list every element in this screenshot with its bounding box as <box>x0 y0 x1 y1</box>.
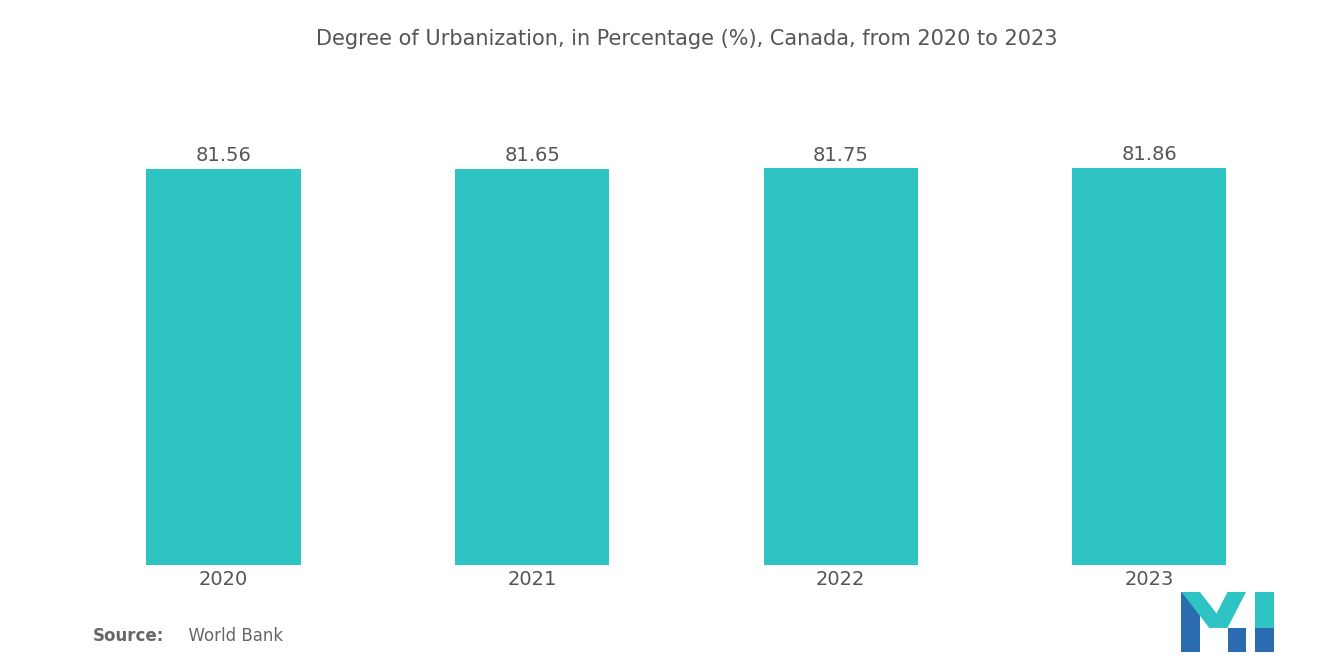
Text: 81.65: 81.65 <box>504 146 560 165</box>
Title: Degree of Urbanization, in Percentage (%), Canada, from 2020 to 2023: Degree of Urbanization, in Percentage (%… <box>315 29 1057 49</box>
Text: 81.75: 81.75 <box>813 146 869 164</box>
Bar <box>1072 168 1226 565</box>
Polygon shape <box>1255 592 1274 628</box>
Polygon shape <box>1181 592 1200 652</box>
Text: 81.86: 81.86 <box>1122 145 1177 164</box>
Text: 81.56: 81.56 <box>195 146 252 166</box>
Polygon shape <box>1255 592 1274 652</box>
Polygon shape <box>1228 628 1246 652</box>
Text: World Bank: World Bank <box>178 627 284 645</box>
Polygon shape <box>1181 592 1228 628</box>
Polygon shape <box>1209 592 1246 628</box>
Bar <box>763 168 917 565</box>
Bar <box>147 170 301 565</box>
Text: Source:: Source: <box>92 627 164 645</box>
Bar <box>455 169 610 565</box>
